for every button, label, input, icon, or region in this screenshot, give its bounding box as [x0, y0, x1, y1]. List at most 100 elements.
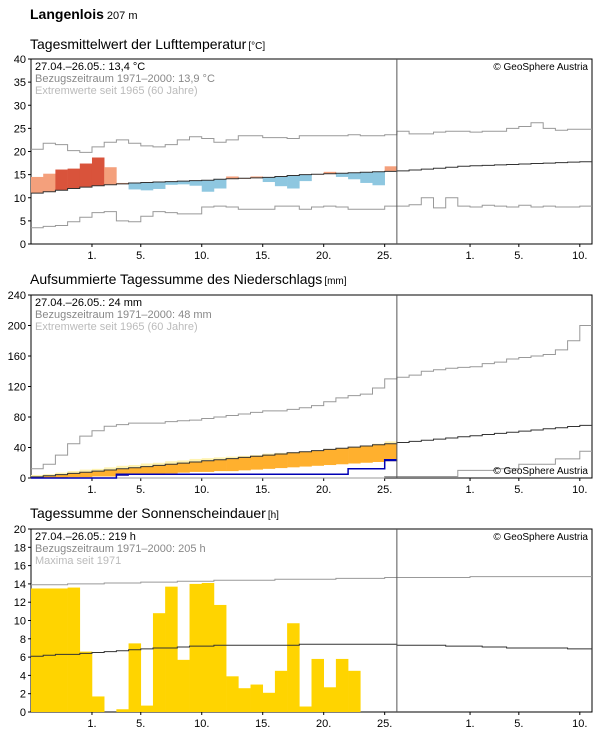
y-tick-label: 2 — [20, 689, 26, 701]
precip-lower-band — [360, 446, 372, 463]
sunshine-bar — [324, 687, 336, 712]
temperature-bar — [80, 164, 92, 188]
precip-lower-band — [312, 451, 324, 466]
x-tick-label: 5. — [136, 718, 145, 730]
precip-lower-band — [153, 465, 165, 474]
temperature-bar — [202, 180, 214, 192]
temperature-bar — [385, 166, 397, 171]
x-tick-label: 5. — [514, 718, 523, 730]
sunshine-chart: 024681012141618201.5.10.15.20.25.1.5.10.… — [0, 522, 596, 732]
y-tick-label: 40 — [14, 443, 26, 455]
x-tick-label: 1. — [87, 250, 96, 262]
sunshine-bar — [43, 588, 55, 712]
precip-lower-band — [68, 473, 80, 477]
x-tick-label: 1. — [87, 718, 96, 730]
temperature-bar — [263, 177, 275, 182]
sunshine-bar — [153, 613, 165, 712]
sunshine-bar — [165, 587, 177, 712]
y-tick-label: 0 — [20, 707, 26, 719]
sunshine-bar — [190, 584, 202, 712]
x-tick-label: 15. — [255, 718, 270, 730]
x-tick-label: 10. — [194, 250, 209, 262]
sunshine-bar — [299, 707, 311, 712]
sunshine-bar — [55, 588, 67, 712]
precipitation-chart: 040801201602002401.5.10.15.20.25.1.5.10.… — [0, 288, 596, 503]
precip-lower-band — [141, 467, 153, 475]
x-tick-label: 5. — [136, 484, 145, 496]
sunshine-bar — [336, 659, 348, 712]
sunshine-bar — [68, 588, 80, 712]
precip-lower-band — [287, 453, 299, 467]
y-tick-label: 120 — [8, 382, 26, 394]
sunshine-bar — [116, 709, 128, 712]
temperature-bar — [299, 175, 311, 181]
precip-lower-band — [336, 448, 348, 464]
station-name: Langenlois — [30, 6, 104, 22]
precip-lower-band — [92, 471, 104, 476]
sunshine-bar — [251, 685, 263, 712]
x-tick-label: 5. — [514, 250, 523, 262]
temperature-chart-title: Tagesmittelwert der Lufttemperatur[°C] — [30, 36, 265, 52]
sunshine-bar — [214, 605, 226, 712]
temperature-bar — [68, 169, 80, 189]
x-tick-label: 20. — [316, 718, 331, 730]
sunshine-bar — [226, 676, 238, 712]
temperature-bar — [104, 167, 116, 185]
x-tick-label: 15. — [255, 250, 270, 262]
precip-lower-band — [202, 461, 214, 472]
copyright-text: © GeoSphere Austria — [493, 62, 588, 73]
y-tick-label: 0 — [20, 239, 26, 251]
temperature-bar — [275, 176, 287, 186]
x-tick-label: 20. — [316, 250, 331, 262]
sunshine-bar — [287, 623, 299, 712]
temperature-bar — [190, 181, 202, 186]
legend-reference: Bezugszeitraum 1971–2000: 205 h — [35, 543, 206, 555]
sunshine-bar — [275, 671, 287, 712]
y-tick-label: 200 — [8, 321, 26, 333]
y-tick-label: 40 — [14, 54, 26, 66]
y-tick-label: 10 — [14, 616, 26, 628]
precip-lower-band — [104, 470, 116, 476]
temperature-bar — [31, 177, 43, 193]
precip-lower-band — [275, 454, 287, 468]
sunshine-bar — [202, 583, 214, 712]
x-tick-label: 25. — [377, 718, 392, 730]
sunshine-bar — [141, 706, 153, 712]
copyright-text: © GeoSphere Austria — [493, 466, 588, 477]
x-tick-label: 1. — [465, 250, 474, 262]
precip-lower-band — [165, 464, 177, 473]
y-tick-label: 6 — [20, 652, 26, 664]
temperature-bar — [43, 174, 55, 192]
y-tick-label: 8 — [20, 634, 26, 646]
x-tick-label: 25. — [377, 484, 392, 496]
y-tick-label: 16 — [14, 561, 26, 573]
sunshine-title-text: Tagessumme der Sonnenscheindauer — [30, 505, 266, 521]
sunshine-unit: [h] — [268, 510, 279, 521]
x-tick-label: 1. — [87, 484, 96, 496]
copyright-text: © GeoSphere Austria — [493, 532, 588, 543]
temperature-chart: 05101520253035401.5.10.15.20.25.1.5.10.2… — [0, 52, 596, 267]
legend-extreme: Extremwerte seit 1965 (60 Jahre) — [35, 321, 198, 333]
x-tick-label: 10. — [572, 718, 587, 730]
y-tick-label: 240 — [8, 290, 26, 302]
legend-current: 27.04.–26.05.: 219 h — [35, 531, 136, 543]
sunshine-chart-title: Tagessumme der Sonnenscheindauer[h] — [30, 505, 279, 521]
y-tick-label: 4 — [20, 670, 26, 682]
temperature-bar — [360, 172, 372, 183]
precip-lower-band — [214, 460, 226, 471]
temperature-bar — [129, 183, 141, 189]
sunshine-bar — [80, 652, 92, 712]
precip-lower-band — [238, 457, 250, 470]
precipitation-unit: [mm] — [324, 276, 346, 287]
temperature-unit: [°C] — [248, 41, 265, 52]
temperature-bar — [214, 179, 226, 188]
legend-current: 27.04.–26.05.: 24 mm — [35, 297, 142, 309]
temperature-bar — [141, 182, 153, 190]
y-tick-label: 5 — [20, 216, 26, 228]
y-tick-label: 80 — [14, 412, 26, 424]
precip-lower-band — [372, 445, 384, 462]
precipitation-chart-title: Aufsummierte Tagessumme des Niederschlag… — [30, 271, 347, 287]
temperature-bar — [153, 182, 165, 189]
precip-lower-band — [324, 449, 336, 465]
y-tick-label: 35 — [14, 77, 26, 89]
